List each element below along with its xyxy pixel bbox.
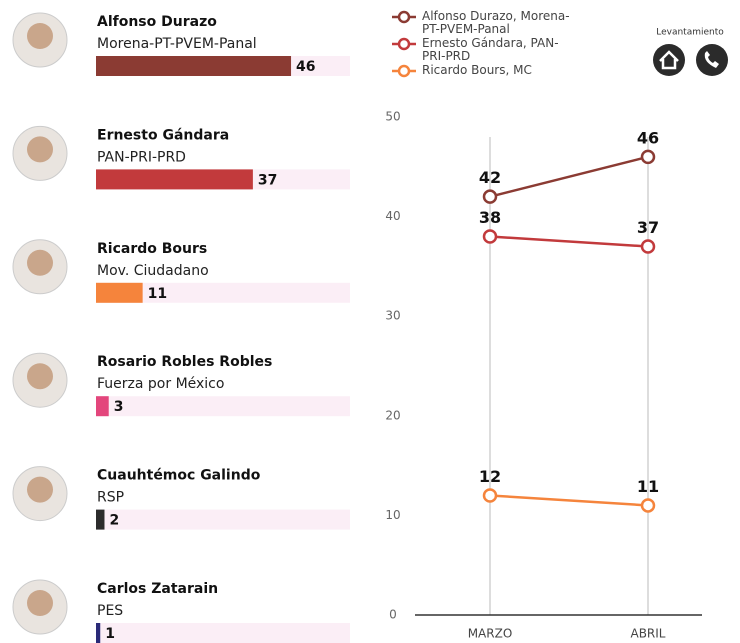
legend-item: Ernesto Gándara, PAN-PRI-PRD: [390, 37, 580, 63]
photo-face: [27, 250, 53, 276]
data-label: 42: [479, 168, 501, 187]
y-tick-label: 50: [385, 110, 400, 124]
home-button[interactable]: [653, 44, 685, 76]
value-label: 11: [148, 286, 167, 302]
point: [484, 489, 496, 501]
bar: [96, 56, 291, 76]
party: PES: [97, 603, 123, 619]
y-tick-label: 30: [385, 309, 400, 323]
party: Mov. Ciudadano: [97, 263, 209, 279]
photo-face: [27, 477, 53, 503]
party: PAN-PRI-PRD: [97, 149, 186, 165]
bar-track: [96, 510, 350, 530]
photo-face: [27, 136, 53, 162]
point: [484, 191, 496, 203]
bar: [96, 283, 143, 303]
line: [490, 495, 648, 505]
candidate-name: Ernesto Gándara: [97, 127, 229, 143]
line: [490, 157, 648, 197]
y-tick-label: 20: [385, 408, 400, 422]
photo-face: [27, 23, 53, 49]
candidate-name: Cuauhtémoc Galindo: [97, 468, 261, 484]
chart: Levantamiento Alfonso Durazo Morena-PT-PV…: [0, 0, 740, 643]
note: Levantamiento: [656, 28, 724, 38]
party: RSP: [97, 490, 124, 506]
value-label: 1: [105, 626, 115, 642]
line: [490, 237, 648, 247]
point: [642, 240, 654, 252]
candidate-name: Rosario Robles Robles: [97, 354, 272, 370]
data-label: 38: [479, 208, 501, 227]
legend-item: Alfonso Durazo, Morena-PT-PVEM-Panal: [390, 10, 580, 36]
candidate-name: Ricardo Bours: [97, 241, 207, 257]
page: Levantamiento Alfonso Durazo Morena-PT-PV…: [0, 0, 740, 643]
bar: [96, 169, 253, 189]
data-label: 46: [637, 128, 659, 147]
bar-track: [96, 623, 350, 643]
bar: [96, 510, 104, 530]
point: [484, 231, 496, 243]
legend-item: Ricardo Bours, MC: [390, 64, 580, 77]
value-label: 46: [296, 59, 315, 75]
value-label: 3: [114, 399, 124, 415]
data-label: 12: [479, 467, 501, 486]
value-label: 2: [109, 513, 119, 529]
candidate-name: Carlos Zatarain: [97, 581, 218, 597]
x-tick-label: ABRIL: [630, 627, 665, 641]
party: Fuerza por México: [97, 376, 224, 392]
party: Morena-PT-PVEM-Panal: [97, 36, 257, 52]
bar: [96, 623, 100, 643]
bar: [96, 396, 109, 416]
x-tick-label: MARZO: [468, 627, 513, 641]
candidate-name: Alfonso Durazo: [97, 14, 217, 30]
legend-label: Ernesto Gándara, PAN-PRI-PRD: [422, 36, 559, 63]
phone-button[interactable]: [696, 44, 728, 76]
legend-label: Ricardo Bours, MC: [422, 63, 532, 77]
data-label: 11: [637, 477, 659, 496]
point: [642, 151, 654, 163]
photo-face: [27, 590, 53, 616]
legend-label: Alfonso Durazo, Morena-PT-PVEM-Panal: [422, 9, 570, 36]
bar-track: [96, 396, 350, 416]
value-label: 37: [258, 172, 277, 188]
y-tick-label: 0: [389, 608, 397, 622]
point: [642, 499, 654, 511]
y-tick-label: 10: [385, 508, 400, 522]
y-tick-label: 40: [385, 209, 400, 223]
data-label: 37: [637, 218, 659, 237]
photo-face: [27, 363, 53, 389]
